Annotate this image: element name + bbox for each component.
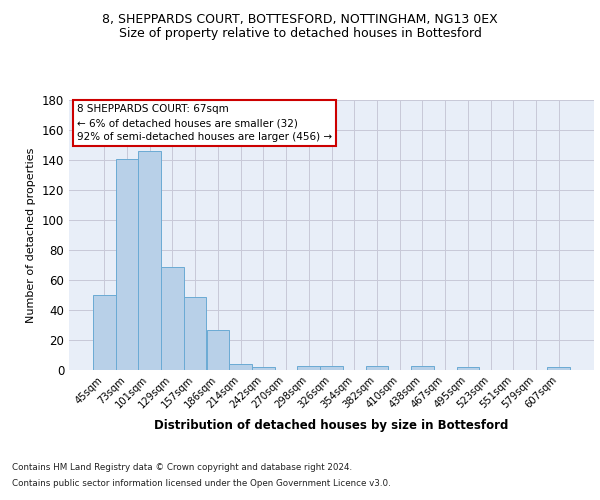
Bar (547, 367, 570, 370)
Bar (116, 158, 139, 370)
Bar (411, 366, 434, 370)
Text: Contains HM Land Registry data © Crown copyright and database right 2024.: Contains HM Land Registry data © Crown c… (12, 464, 352, 472)
Y-axis label: Number of detached properties: Number of detached properties (26, 148, 36, 322)
Bar (161, 266, 184, 370)
Bar (320, 366, 343, 370)
Bar (457, 367, 479, 370)
Bar (139, 151, 161, 370)
Bar (206, 330, 229, 370)
Bar (93, 295, 116, 370)
Bar (229, 364, 252, 370)
Bar (365, 366, 388, 370)
Text: 8 SHEPPARDS COURT: 67sqm
← 6% of detached houses are smaller (32)
92% of semi-de: 8 SHEPPARDS COURT: 67sqm ← 6% of detache… (77, 104, 332, 142)
Bar (184, 296, 206, 370)
Text: Size of property relative to detached houses in Bottesford: Size of property relative to detached ho… (119, 28, 481, 40)
Bar (298, 366, 320, 370)
Text: 8, SHEPPARDS COURT, BOTTESFORD, NOTTINGHAM, NG13 0EX: 8, SHEPPARDS COURT, BOTTESFORD, NOTTINGH… (102, 12, 498, 26)
Bar (252, 367, 275, 370)
X-axis label: Distribution of detached houses by size in Bottesford: Distribution of detached houses by size … (154, 419, 509, 432)
Text: Contains public sector information licensed under the Open Government Licence v3: Contains public sector information licen… (12, 478, 391, 488)
